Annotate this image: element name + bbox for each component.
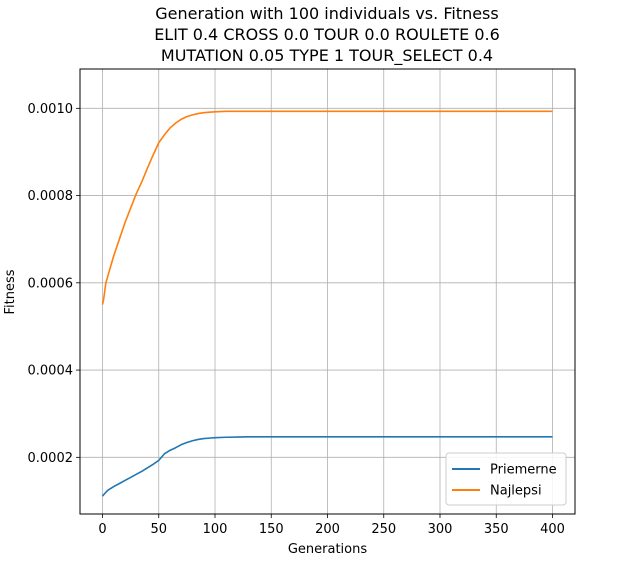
series-line-najlepsi: [101, 110, 553, 305]
legend: Priemerne Najlepsi: [445, 452, 567, 506]
y-axis-ticks: 0.0002 0.0004 0.0006 0.0008 0.0010: [28, 102, 80, 466]
legend-box: [445, 452, 567, 506]
y-axis-label: Fitness: [3, 269, 18, 314]
y-tick-label: 0.0008: [28, 189, 74, 204]
x-tick-label: 100: [203, 522, 228, 537]
x-tick-label: 0: [98, 522, 106, 537]
y-tick-label: 0.0004: [28, 364, 74, 379]
x-tick-label: 400: [540, 522, 565, 537]
grid-lines: [80, 69, 575, 514]
x-axis-label: Generations: [288, 542, 368, 557]
chart-title-line-3: MUTATION 0.05 TYPE 1 TOUR_SELECT 0.4: [161, 46, 493, 66]
x-tick-label: 300: [428, 522, 453, 537]
series-lines: [101, 110, 553, 497]
chart-title-line-1: Generation with 100 individuals vs. Fitn…: [155, 4, 498, 23]
x-tick-label: 50: [150, 522, 167, 537]
x-tick-label: 350: [484, 522, 509, 537]
legend-label: Priemerne: [490, 463, 557, 478]
y-tick-label: 0.0010: [28, 102, 74, 117]
chart-title: Generation with 100 individuals vs. Fitn…: [154, 4, 500, 66]
x-axis-ticks: 0 50 100 150 200 250 300 350 400: [98, 514, 565, 537]
y-tick-label: 0.0002: [28, 451, 74, 466]
x-tick-label: 150: [259, 522, 284, 537]
x-tick-label: 250: [371, 522, 396, 537]
series-line-priemerne: [101, 436, 553, 497]
y-tick-label: 0.0006: [28, 276, 74, 291]
x-tick-label: 200: [315, 522, 340, 537]
legend-label: Najlepsi: [490, 484, 542, 499]
chart-title-line-2: ELIT 0.4 CROSS 0.0 TOUR 0.0 ROULETE 0.6: [154, 25, 500, 44]
